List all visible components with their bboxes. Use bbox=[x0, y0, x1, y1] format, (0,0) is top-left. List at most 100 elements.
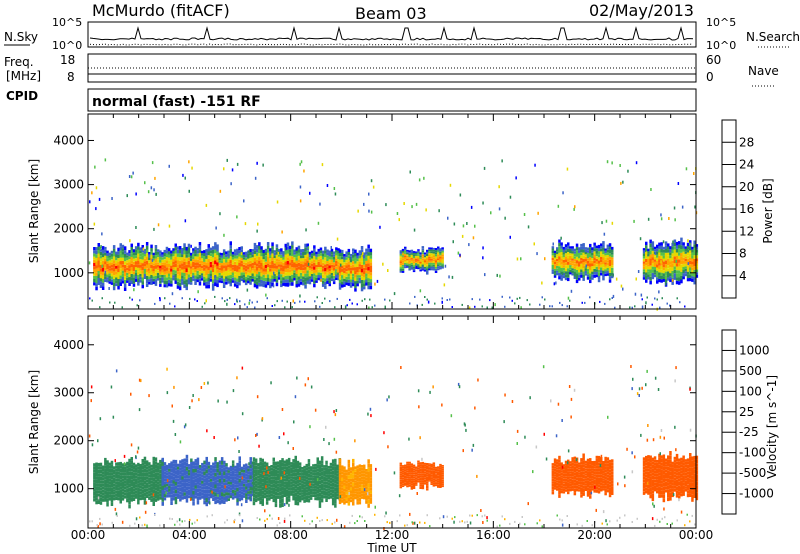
power-cell bbox=[675, 241, 679, 246]
power-cell bbox=[247, 261, 250, 265]
power-cell bbox=[675, 259, 679, 264]
velocity-cell bbox=[139, 488, 142, 492]
velocity-cell bbox=[301, 492, 304, 495]
power-cell bbox=[560, 264, 563, 268]
power-cell bbox=[156, 262, 160, 265]
velocity-cell bbox=[410, 480, 414, 484]
power-speckle bbox=[126, 194, 128, 198]
velocity-cell bbox=[198, 496, 202, 500]
velocity-cell bbox=[240, 489, 244, 492]
power-cell bbox=[284, 272, 287, 276]
power-cell bbox=[369, 275, 373, 280]
velocity-cell bbox=[408, 468, 411, 471]
velocity-cell bbox=[240, 472, 244, 476]
velocity-cell bbox=[249, 482, 252, 487]
power-cell bbox=[604, 255, 607, 258]
power-cell bbox=[691, 261, 694, 265]
power-cell bbox=[123, 272, 127, 277]
velocity-cell bbox=[331, 478, 335, 483]
power-cell bbox=[678, 263, 681, 267]
power-cell bbox=[434, 270, 438, 273]
velocity-cell bbox=[296, 460, 300, 465]
power-cell bbox=[152, 255, 155, 258]
power-cell bbox=[417, 249, 420, 251]
power-cell bbox=[264, 255, 268, 259]
velocity-cell bbox=[137, 476, 140, 481]
power-cell bbox=[183, 273, 186, 277]
velocity-cell bbox=[358, 477, 362, 482]
velocity-cell bbox=[161, 485, 164, 490]
power-cell bbox=[562, 270, 566, 273]
power-cell bbox=[611, 257, 614, 260]
power-speckle bbox=[444, 264, 447, 268]
power-cell bbox=[207, 247, 210, 252]
power-cell bbox=[163, 262, 166, 266]
power-cell bbox=[229, 271, 232, 276]
power-cell bbox=[203, 279, 206, 283]
velocity-cell bbox=[261, 490, 264, 495]
power-cell bbox=[176, 281, 180, 286]
velocity-cell bbox=[190, 469, 193, 473]
power-cell bbox=[132, 274, 136, 278]
power-cell bbox=[664, 271, 668, 276]
velocity-cell bbox=[134, 490, 138, 494]
velocity-cell bbox=[349, 499, 353, 503]
velocity-cell bbox=[148, 477, 151, 481]
power-cell bbox=[313, 262, 316, 267]
velocity-cell bbox=[187, 481, 191, 484]
velocity-cell bbox=[93, 469, 96, 473]
power-cell bbox=[154, 262, 158, 266]
velocity-cell bbox=[216, 486, 219, 490]
velocity-cell bbox=[117, 481, 120, 485]
power-cell bbox=[154, 245, 158, 249]
velocity-cell bbox=[404, 480, 407, 483]
power-cell bbox=[196, 248, 199, 251]
velocity-cell bbox=[223, 471, 226, 476]
power-speckle bbox=[484, 273, 486, 277]
power-cell bbox=[354, 253, 357, 257]
power-cell bbox=[680, 264, 683, 269]
velocity-cell bbox=[190, 486, 193, 490]
power-cell bbox=[187, 277, 191, 281]
power-cell bbox=[408, 262, 411, 264]
power-cell bbox=[434, 256, 438, 259]
power-cell bbox=[428, 260, 431, 263]
power-cell bbox=[269, 254, 272, 259]
power-cell bbox=[297, 269, 301, 273]
velocity-cell bbox=[325, 498, 328, 502]
velocity-cell bbox=[201, 480, 204, 484]
power-cell bbox=[104, 246, 107, 250]
velocity-cell bbox=[349, 493, 353, 497]
power-cell bbox=[686, 255, 690, 259]
power-cell bbox=[282, 268, 285, 272]
velocity-cell bbox=[119, 479, 122, 483]
power-cell bbox=[145, 260, 149, 265]
power-cell bbox=[352, 251, 355, 255]
power-cell bbox=[365, 276, 368, 280]
power-cell bbox=[354, 284, 357, 289]
velocity-cell bbox=[303, 496, 306, 500]
velocity-cell bbox=[93, 485, 96, 489]
power-cell bbox=[304, 243, 307, 248]
velocity-cell bbox=[419, 484, 422, 487]
velocity-cell bbox=[285, 478, 289, 482]
velocity-cell bbox=[441, 483, 444, 486]
velocity-cell bbox=[99, 490, 103, 495]
power-cell bbox=[591, 258, 594, 261]
power-cell bbox=[345, 282, 348, 286]
power-speckle bbox=[645, 301, 647, 305]
power-cell bbox=[288, 249, 292, 253]
velocity-cell bbox=[141, 469, 144, 473]
velocity-cell bbox=[283, 475, 286, 479]
velocity-cell bbox=[174, 500, 178, 505]
power-cell bbox=[571, 263, 574, 266]
velocity-cell bbox=[245, 473, 248, 477]
power-cell bbox=[282, 254, 285, 257]
velocity-cell bbox=[176, 493, 180, 496]
power-ground-scatter bbox=[569, 299, 571, 302]
velocity-cell bbox=[329, 474, 333, 478]
velocity-cell bbox=[331, 459, 335, 464]
velocity-cell bbox=[604, 479, 607, 483]
power-cell bbox=[338, 272, 342, 277]
power-cell bbox=[575, 273, 579, 277]
